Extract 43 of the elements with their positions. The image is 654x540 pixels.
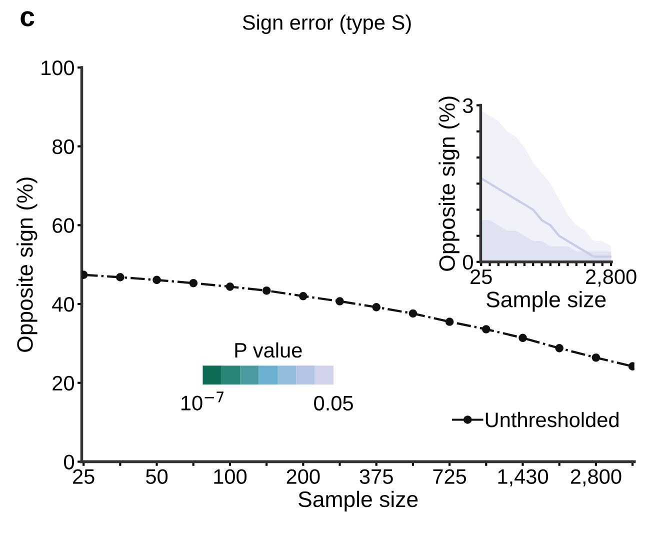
point (408, 309, 418, 318)
point (445, 318, 454, 326)
point (152, 276, 161, 284)
x-tick-label: 25 (73, 469, 94, 484)
point (262, 286, 271, 295)
x-tick-label: 2,800 (570, 469, 622, 486)
y-tick-label: 0 (462, 254, 473, 270)
x-axis-title: Sample size (298, 490, 418, 512)
x-tick-label: 1,430 (498, 469, 548, 486)
x-axis-title: Sample size (486, 291, 606, 312)
x-tick-label: 50 (146, 469, 168, 484)
line-series (480, 177, 612, 258)
y-tick-label: 3 (462, 98, 473, 114)
point (518, 334, 527, 342)
y-tick-label: 100 (42, 60, 74, 76)
point (336, 297, 344, 306)
chart-title: Sign error (type S) (242, 14, 411, 34)
y-tick-label: 0 (64, 454, 74, 470)
annotation: 10$^{−7}$ (182, 392, 224, 410)
x-tick-label: 100 (214, 469, 247, 484)
point (299, 292, 308, 300)
point (189, 278, 198, 288)
text: c (20, 11, 34, 26)
point (482, 325, 490, 334)
y-axis-title: Opposite sign (%) (438, 96, 460, 271)
x-tick-label: 2,800 (586, 269, 636, 287)
y-axis-title: Opposite sign (%) (16, 178, 38, 352)
point (226, 282, 234, 291)
legend-label: Unthresholded (486, 412, 618, 428)
x-tick-label: 375 (360, 469, 393, 484)
x-tick-label: 200 (286, 469, 320, 484)
y-tick-label: 80 (52, 139, 74, 154)
y-tick-label: 20 (52, 376, 74, 391)
point (592, 353, 600, 362)
x-tick-label: 725 (433, 469, 466, 484)
color-bar-title: P value (235, 342, 302, 358)
point (555, 344, 564, 352)
y-tick-label: 60 (52, 218, 74, 233)
x-tick-label: 25 (470, 269, 492, 284)
point (116, 273, 124, 282)
point (372, 303, 381, 312)
y-tick-label: 40 (52, 297, 74, 312)
annotation: 0.05 (314, 396, 353, 411)
